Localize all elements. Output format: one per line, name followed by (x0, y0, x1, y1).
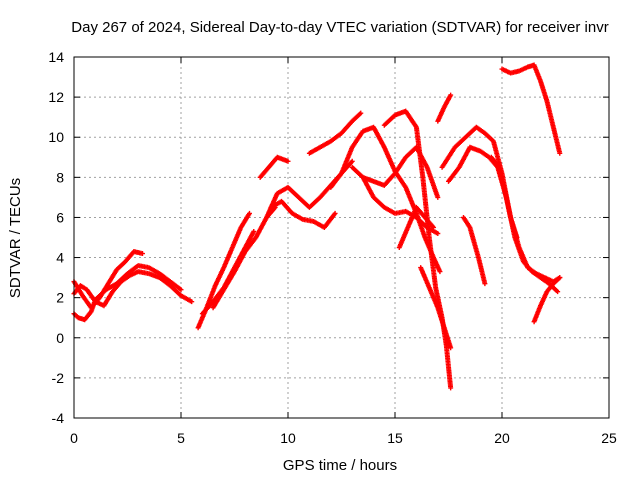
series-arc-m (360, 144, 441, 200)
data-point (514, 235, 520, 240)
data-point (435, 194, 441, 200)
y-tick-label: -4 (52, 410, 65, 426)
series-arc-g (257, 154, 291, 180)
chart-title: Day 267 of 2024, Sidereal Day-to-day VTE… (71, 19, 608, 36)
data-point (437, 269, 443, 275)
series-arc-l (349, 164, 441, 236)
x-tick-label: 5 (177, 430, 185, 446)
y-tick-label: 0 (56, 330, 64, 346)
data-point (435, 230, 441, 236)
series-arc-p (418, 265, 454, 351)
series-arc-q (435, 92, 454, 124)
data-point (557, 275, 563, 281)
series-arc-s (446, 144, 561, 295)
data-point (448, 385, 454, 391)
data-point (448, 345, 454, 351)
data-marks (71, 62, 563, 391)
data-point (431, 224, 437, 230)
data-point (332, 210, 338, 216)
data-point (482, 281, 488, 287)
x-tick-label: 10 (280, 430, 296, 446)
y-tick-label: 12 (48, 89, 64, 105)
series-arc-w (531, 275, 563, 325)
data-point (178, 287, 184, 293)
series-arc-c (71, 249, 145, 311)
series-arc-n (381, 108, 454, 391)
data-point (349, 158, 355, 164)
x-axis-label: GPS time / hours (283, 457, 397, 474)
x-tick-label: 15 (387, 430, 403, 446)
series-arc-j (306, 110, 364, 156)
x-tick-label: 25 (601, 430, 617, 446)
data-point (285, 158, 291, 164)
x-tick-label: 0 (70, 430, 78, 446)
data-point (246, 210, 252, 216)
y-tick-label: 10 (48, 129, 64, 145)
y-tick-label: 4 (56, 250, 64, 266)
series-arc-v (499, 62, 563, 156)
y-tick-label: 2 (56, 290, 64, 306)
series-arc-t (460, 214, 488, 287)
y-tick-label: -2 (52, 370, 65, 386)
axis-ticks: 0 5 10 15 20 25 -4 -2 0 2 4 6 8 10 12 14 (48, 49, 617, 446)
data-point (139, 251, 145, 257)
grid-lines (74, 57, 609, 418)
data-point (251, 228, 257, 234)
plot-frame (73, 56, 610, 419)
series-arc-u (488, 154, 520, 240)
series-arc-o (396, 204, 437, 251)
y-tick-label: 8 (56, 169, 64, 185)
data-point (448, 92, 454, 98)
y-axis-label: SDTVAR / TECUs (7, 178, 24, 298)
y-tick-label: 14 (48, 49, 64, 65)
x-tick-label: 20 (494, 430, 510, 446)
data-point (555, 289, 561, 295)
series-arc-h (264, 158, 355, 220)
series-arc-r (439, 124, 563, 285)
data-point (557, 150, 563, 156)
series-arc-i (268, 198, 338, 230)
y-tick-label: 6 (56, 209, 64, 225)
data-point (189, 299, 195, 305)
data-point (358, 110, 364, 116)
